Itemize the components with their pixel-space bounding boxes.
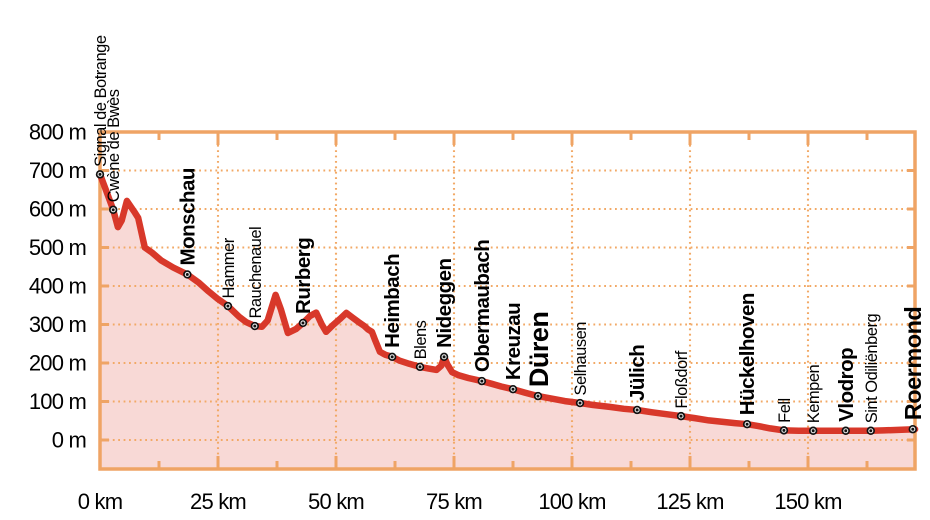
waypoint-marker-ring-cw-ne-de-bw-s — [110, 207, 116, 213]
waypoint-marker-selhausen — [575, 398, 585, 408]
waypoint-label-vlodrop: Vlodrop — [835, 348, 858, 422]
waypoint-marker-vlodrop — [841, 426, 850, 435]
waypoint-marker-kreuzau — [508, 384, 518, 394]
waypoint-marker-ring-selhausen — [577, 400, 583, 406]
waypoint-marker-ring-monschau — [184, 271, 190, 278]
x-axis-tick-label: 100 km — [538, 489, 605, 514]
route-line — [96, 171, 919, 435]
waypoint-marker-rurberg — [298, 318, 308, 328]
waypoint-marker-ring-sint-odili-nberg — [868, 428, 874, 434]
waypoint-marker-rauchenauel — [250, 321, 260, 331]
waypoint-marker-ring-vlodrop — [843, 428, 849, 434]
waypoint-marker-ring-nideggen — [441, 354, 447, 360]
waypoint-marker-nideggen — [439, 352, 449, 362]
y-axis-tick-label: 700 m — [29, 158, 86, 183]
x-axis-tick-label: 0 km — [78, 489, 122, 514]
waypoint-marker-ring-roermond — [910, 426, 916, 432]
waypoint-label-roermond: Roermond — [900, 307, 926, 420]
waypoint-marker-monschau — [183, 270, 192, 279]
waypoint-label-d-ren: Düren — [524, 312, 554, 388]
waypoint-marker-roermond — [908, 425, 917, 434]
waypoint-marker-obermaubach — [477, 376, 487, 386]
waypoint-label-rauchenauel: Rauchenauel — [247, 227, 265, 319]
y-axis-tick-label: 0 m — [52, 428, 86, 453]
waypoint-label-kreuzau: Kreuzau — [502, 303, 525, 380]
waypoint-label-obermaubach: Obermaubach — [471, 240, 494, 372]
waypoint-label-flo-dorf: Floßdorf — [673, 350, 691, 408]
y-axis-tick-label: 500 m — [29, 235, 86, 260]
waypoint-marker-ring-rurberg — [300, 320, 306, 326]
waypoint-label-signal-de-botrange: Signal de Botrange — [92, 35, 110, 167]
waypoint-label-sint-odili-nberg: Sint Odiliënberg — [863, 314, 881, 424]
waypoint-marker-heimbach — [387, 352, 397, 362]
x-axis-tick-label: 125 km — [656, 489, 723, 514]
waypoint-marker-h-ckelhoven — [742, 420, 752, 429]
waypoint-label-fell: Fell — [776, 398, 794, 423]
waypoint-marker-ring-obermaubach — [479, 378, 485, 384]
y-axis-tick-label: 400 m — [29, 274, 86, 299]
waypoint-marker-ring-hammer — [225, 303, 231, 309]
waypoint-marker-ring-h-ckelhoven — [744, 421, 750, 427]
waypoint-marker-sint-odili-nberg — [866, 426, 875, 435]
waypoint-marker-ring-rauchenauel — [252, 323, 258, 329]
waypoint-marker-ring-heimbach — [389, 354, 395, 360]
waypoint-label-hammer: Hammer — [220, 237, 238, 298]
x-axis-tick-label: 50 km — [308, 489, 364, 514]
waypoint-label-heimbach: Heimbach — [381, 254, 404, 348]
waypoint-marker-d-ren — [533, 391, 543, 401]
waypoint-label-h-ckelhoven: Hückelhoven — [736, 293, 759, 415]
waypoint-marker-ring-kreuzau — [510, 386, 516, 392]
waypoint-marker-hammer — [223, 301, 233, 311]
waypoint-marker-fell — [779, 426, 789, 435]
x-axis-tick-label: 25 km — [190, 489, 246, 514]
waypoint-marker-kempen — [808, 426, 818, 435]
waypoint-marker-ring-kempen — [810, 428, 816, 434]
waypoint-marker-signal-de-botrange — [95, 170, 105, 179]
x-axis-tick-label: 75 km — [426, 489, 482, 514]
y-axis-tick-label: 200 m — [29, 351, 86, 376]
waypoint-marker-ring-d-ren — [535, 393, 541, 399]
waypoint-label-j-lich: Jülich — [626, 345, 649, 401]
waypoint-label-cw-ne-de-bw-s: Cwène de Bwès — [105, 89, 123, 202]
waypoint-marker-flo-dorf — [676, 411, 686, 421]
waypoint-label-nideggen: Nideggen — [433, 258, 456, 347]
waypoint-label-kempen: Kempen — [805, 364, 823, 423]
waypoint-label-monschau: Monschau — [176, 168, 199, 265]
waypoint-label-selhausen: Selhausen — [572, 322, 590, 396]
x-axis-tick-label: 150 km — [774, 489, 841, 514]
waypoint-marker-ring-fell — [781, 427, 787, 433]
waypoint-marker-ring-signal-de-botrange — [97, 171, 103, 177]
y-axis-tick-label: 600 m — [29, 197, 86, 222]
y-axis-tick-label: 300 m — [29, 312, 86, 337]
waypoint-label-rurberg: Rurberg — [292, 238, 315, 314]
y-axis-tick-label: 800 m — [29, 120, 86, 145]
y-axis-tick-label: 100 m — [29, 389, 86, 414]
waypoint-marker-ring-j-lich — [634, 407, 640, 413]
waypoint-marker-ring-blens — [417, 364, 423, 370]
waypoint-marker-j-lich — [632, 405, 642, 415]
route-area-fill — [100, 174, 916, 470]
waypoint-marker-ring-flo-dorf — [678, 413, 684, 419]
axis-frame — [98, 130, 917, 471]
waypoint-marker-cw-ne-de-bw-s — [109, 205, 118, 214]
waypoint-marker-blens — [415, 362, 425, 372]
waypoint-label-blens: Blens — [412, 320, 430, 359]
